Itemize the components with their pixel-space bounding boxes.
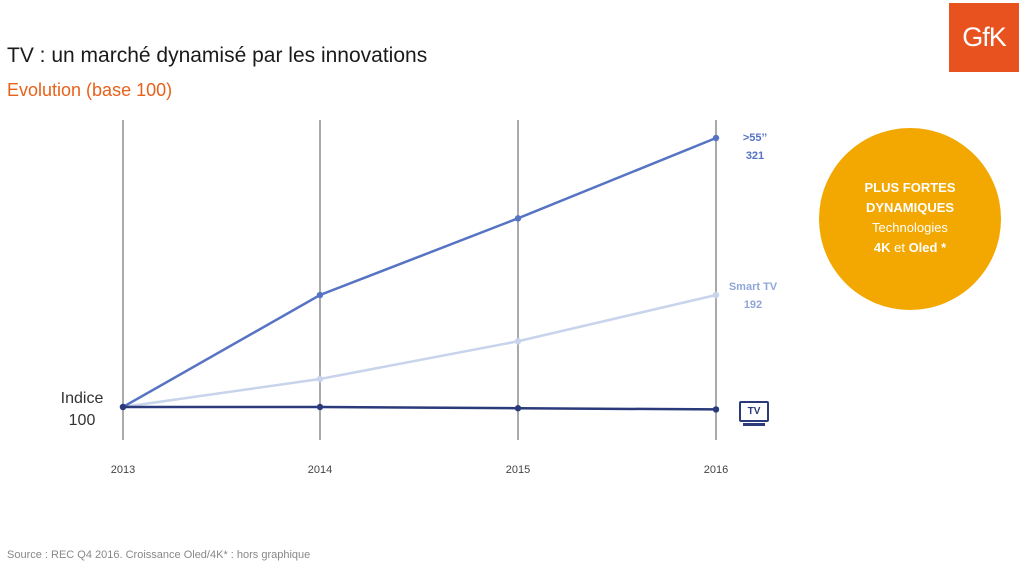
data-point-tv-2016 bbox=[712, 406, 720, 413]
callout-line-1: PLUS FORTES bbox=[864, 180, 956, 195]
series-line-tv bbox=[123, 405, 717, 411]
callout-asterisk: * bbox=[937, 240, 947, 255]
series-label-smart-tv-name: Smart TV bbox=[728, 281, 778, 293]
callout-et: et bbox=[890, 240, 909, 255]
tv-icon-screen: TV bbox=[739, 401, 769, 422]
series-label-gt55-value: 321 bbox=[745, 150, 765, 162]
series-label-gt55-name: >55’’ bbox=[742, 132, 768, 144]
data-point-55-2015 bbox=[514, 215, 522, 222]
data-point-tv-2015 bbox=[514, 405, 522, 412]
data-point-55-2014 bbox=[316, 291, 324, 299]
chart-title: TV : un marché dynamisé par les innovati… bbox=[7, 44, 428, 67]
indice-label-text: Indice bbox=[60, 390, 104, 407]
x-tick-2015: 2015 bbox=[506, 464, 530, 476]
x-tick-2016: 2016 bbox=[704, 464, 728, 476]
series-line-smart-tv bbox=[122, 293, 717, 409]
x-tick-2014: 2014 bbox=[308, 464, 332, 476]
tv-icon: TV bbox=[739, 401, 769, 427]
data-point-tv-2013 bbox=[119, 403, 127, 411]
callout-line-3: Technologies bbox=[872, 220, 948, 235]
series-label-smart-tv-value: 192 bbox=[743, 299, 763, 311]
series-line-55 bbox=[122, 136, 717, 409]
indice-label: Indice 100 bbox=[40, 388, 124, 432]
callout-line-2: DYNAMIQUES bbox=[865, 200, 955, 215]
chart-subtitle: Evolution (base 100) bbox=[7, 80, 173, 100]
data-point-tv-2014 bbox=[316, 403, 324, 411]
x-tick-2013: 2013 bbox=[111, 464, 135, 476]
callout-line-4: 4K et Oled * bbox=[819, 238, 1001, 258]
data-point-smart-tv-2015 bbox=[514, 338, 522, 345]
source-note: Source : REC Q4 2016. Croissance Oled/4K… bbox=[7, 549, 311, 561]
tv-icon-stand bbox=[743, 423, 765, 426]
series-label-gt55: >55’’ 321 bbox=[720, 129, 790, 165]
data-point-55-2016 bbox=[712, 134, 720, 142]
data-point-smart-tv-2016 bbox=[712, 291, 720, 299]
callout-oled: Oled bbox=[908, 240, 938, 255]
data-point-smart-tv-2014 bbox=[316, 375, 324, 383]
series-label-smart-tv: Smart TV 192 bbox=[718, 278, 788, 314]
callout-text: PLUS FORTES DYNAMIQUES Technologies 4K e… bbox=[819, 178, 1001, 258]
gfk-logo: GfK bbox=[949, 3, 1019, 72]
callout-circle: PLUS FORTES DYNAMIQUES Technologies 4K e… bbox=[819, 128, 1001, 310]
callout-4k: 4K bbox=[873, 240, 891, 255]
indice-label-value: 100 bbox=[68, 412, 96, 429]
